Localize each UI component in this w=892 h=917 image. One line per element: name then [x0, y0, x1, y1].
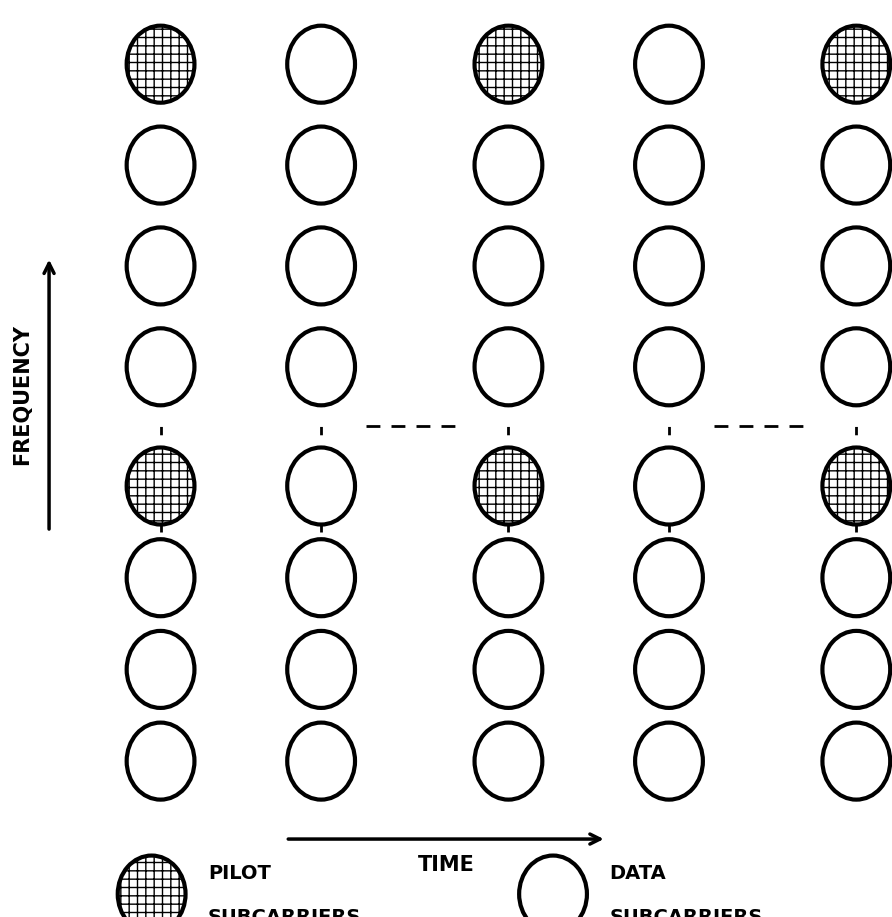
Ellipse shape — [287, 631, 355, 708]
Ellipse shape — [822, 227, 890, 304]
Ellipse shape — [635, 631, 703, 708]
Ellipse shape — [118, 856, 186, 917]
Text: SUBCARRIERS: SUBCARRIERS — [208, 908, 361, 917]
Ellipse shape — [635, 539, 703, 616]
Ellipse shape — [127, 227, 194, 304]
Ellipse shape — [127, 127, 194, 204]
Ellipse shape — [475, 631, 542, 708]
Ellipse shape — [475, 26, 542, 103]
Ellipse shape — [127, 723, 194, 800]
Ellipse shape — [287, 539, 355, 616]
Ellipse shape — [635, 227, 703, 304]
Ellipse shape — [127, 631, 194, 708]
Text: PILOT: PILOT — [208, 864, 270, 883]
Ellipse shape — [822, 723, 890, 800]
Ellipse shape — [475, 328, 542, 405]
Text: DATA: DATA — [609, 864, 666, 883]
Ellipse shape — [475, 447, 542, 525]
Ellipse shape — [635, 127, 703, 204]
Ellipse shape — [822, 26, 890, 103]
Ellipse shape — [287, 227, 355, 304]
Ellipse shape — [635, 328, 703, 405]
Ellipse shape — [475, 723, 542, 800]
Ellipse shape — [287, 447, 355, 525]
Text: TIME: TIME — [417, 855, 475, 875]
Ellipse shape — [822, 328, 890, 405]
Ellipse shape — [287, 127, 355, 204]
Ellipse shape — [822, 631, 890, 708]
Ellipse shape — [635, 26, 703, 103]
Ellipse shape — [519, 856, 587, 917]
Ellipse shape — [127, 26, 194, 103]
Ellipse shape — [475, 127, 542, 204]
Ellipse shape — [287, 328, 355, 405]
Ellipse shape — [287, 26, 355, 103]
Ellipse shape — [287, 723, 355, 800]
Ellipse shape — [127, 447, 194, 525]
Ellipse shape — [475, 539, 542, 616]
Ellipse shape — [635, 447, 703, 525]
Ellipse shape — [127, 328, 194, 405]
Ellipse shape — [822, 447, 890, 525]
Ellipse shape — [635, 723, 703, 800]
Ellipse shape — [475, 227, 542, 304]
Ellipse shape — [822, 127, 890, 204]
Ellipse shape — [822, 539, 890, 616]
Text: SUBCARRIERS: SUBCARRIERS — [609, 908, 763, 917]
Text: FREQUENCY: FREQUENCY — [12, 324, 32, 465]
Ellipse shape — [127, 539, 194, 616]
